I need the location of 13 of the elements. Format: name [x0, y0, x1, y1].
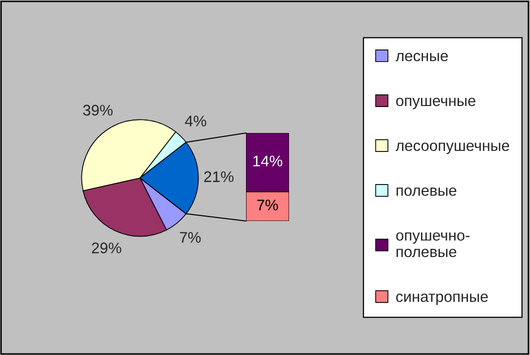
data-label: 21% — [204, 171, 234, 182]
legend-label: полевые — [396, 188, 456, 196]
data-label: 7% — [180, 232, 201, 243]
legend-label: синатропные — [396, 294, 488, 306]
data-label: 4% — [184, 116, 206, 126]
legend-label: лесоопушечные — [396, 142, 510, 154]
legend-label: опушечные — [396, 98, 476, 110]
data-label: 7% — [257, 200, 278, 210]
data-label: 39% — [83, 104, 113, 116]
data-label: 14% — [253, 156, 282, 166]
legend-label: лесные — [396, 52, 448, 62]
legend-label: опушечно- полевые — [396, 232, 470, 258]
data-label: 29% — [92, 242, 122, 254]
